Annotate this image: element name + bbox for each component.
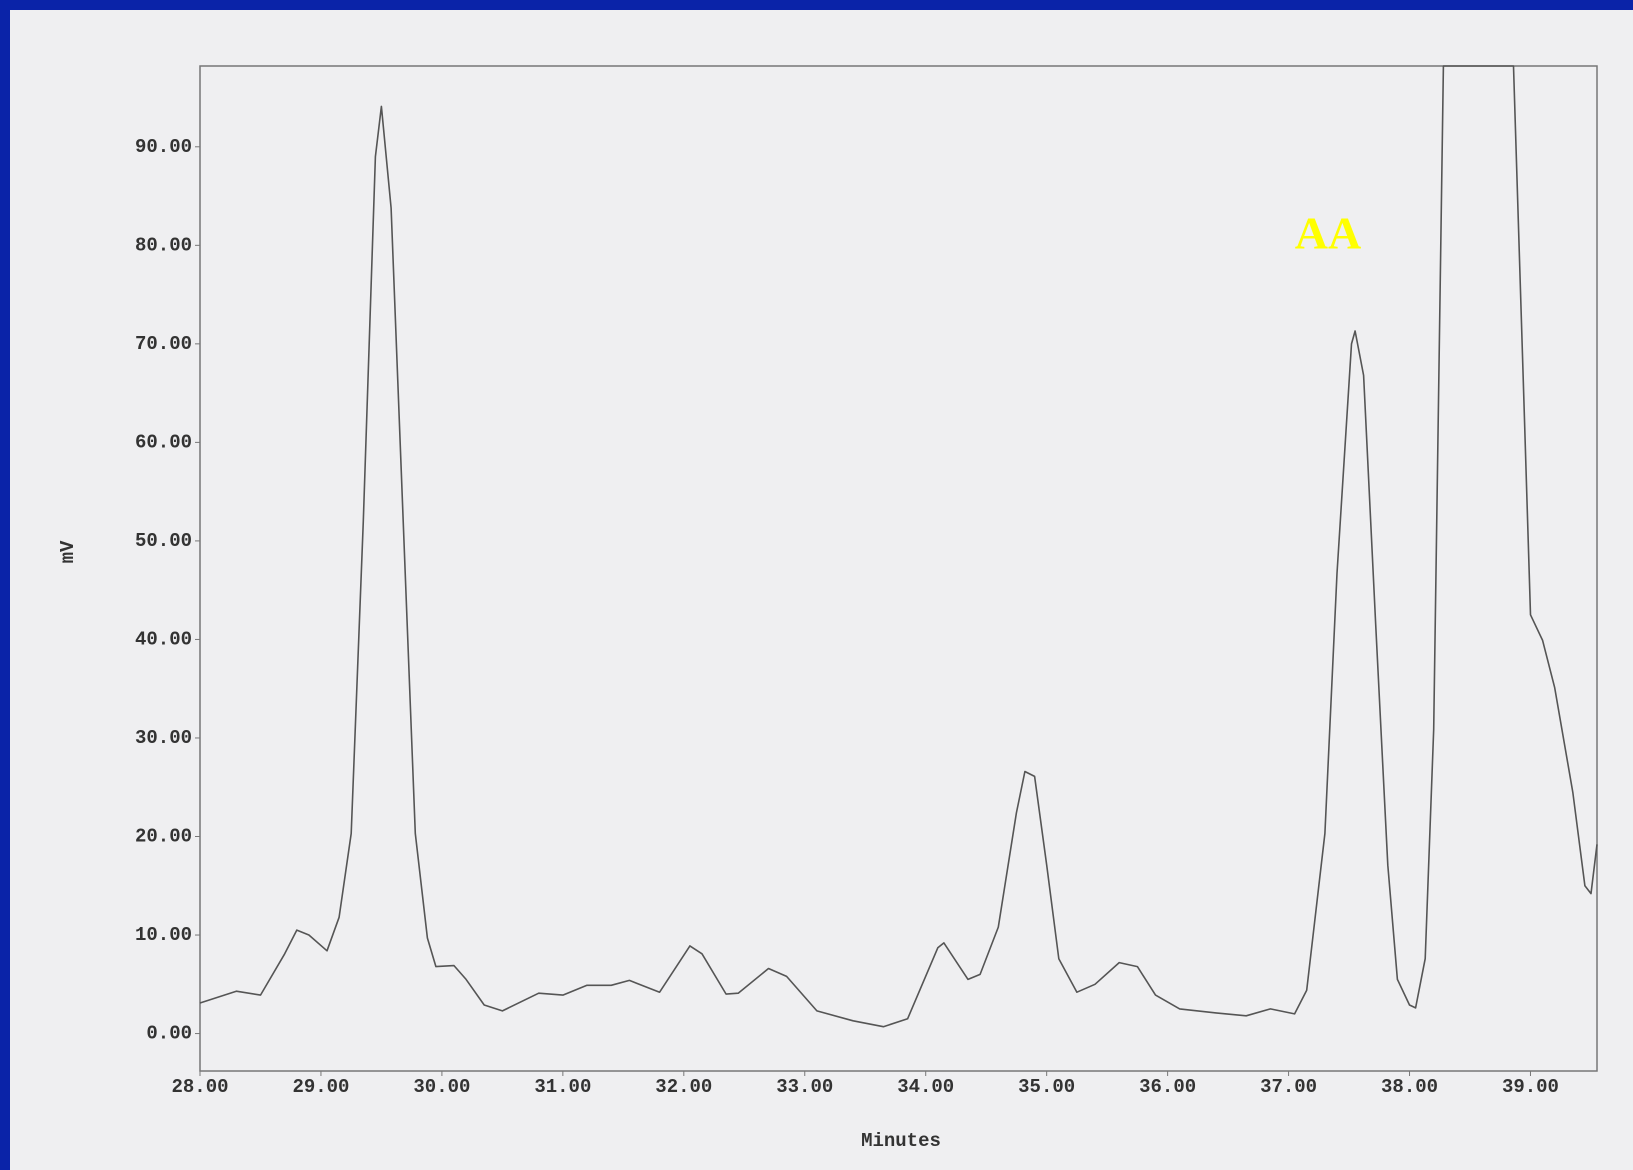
y-tick-label: 90.00 xyxy=(135,136,192,158)
y-tick-label: 0.00 xyxy=(146,1023,192,1045)
y-tick-label: 40.00 xyxy=(135,628,192,650)
y-tick-label: 20.00 xyxy=(135,826,192,848)
y-axis-label: mV xyxy=(57,540,79,563)
x-axis-label: Minutes xyxy=(861,1130,941,1152)
x-tick-label: 33.00 xyxy=(776,1076,833,1098)
y-tick-label: 80.00 xyxy=(135,234,192,256)
plot-frame xyxy=(199,65,1598,1072)
x-tick-label: 37.00 xyxy=(1260,1076,1317,1098)
annotation: AA xyxy=(1295,208,1361,259)
y-tick-label: 30.00 xyxy=(135,727,192,749)
x-tick-label: 32.00 xyxy=(655,1076,712,1098)
y-tick-label: 10.00 xyxy=(135,924,192,946)
y-tick-label: 50.00 xyxy=(135,530,192,552)
y-tick-label: 70.00 xyxy=(135,333,192,355)
x-tick-label: 36.00 xyxy=(1139,1076,1196,1098)
paper xyxy=(10,10,1633,1170)
x-tick-label: 38.00 xyxy=(1381,1076,1438,1098)
x-tick-label: 28.00 xyxy=(171,1076,228,1098)
x-tick-label: 31.00 xyxy=(534,1076,591,1098)
x-tick-label: 39.00 xyxy=(1502,1076,1559,1098)
trace xyxy=(199,65,1598,1028)
x-tick-label: 30.00 xyxy=(413,1076,470,1098)
y-tick-label: 60.00 xyxy=(135,431,192,453)
x-tick-label: 29.00 xyxy=(292,1076,349,1098)
x-tick-label: 35.00 xyxy=(1018,1076,1075,1098)
x-tick-label: 34.00 xyxy=(897,1076,954,1098)
